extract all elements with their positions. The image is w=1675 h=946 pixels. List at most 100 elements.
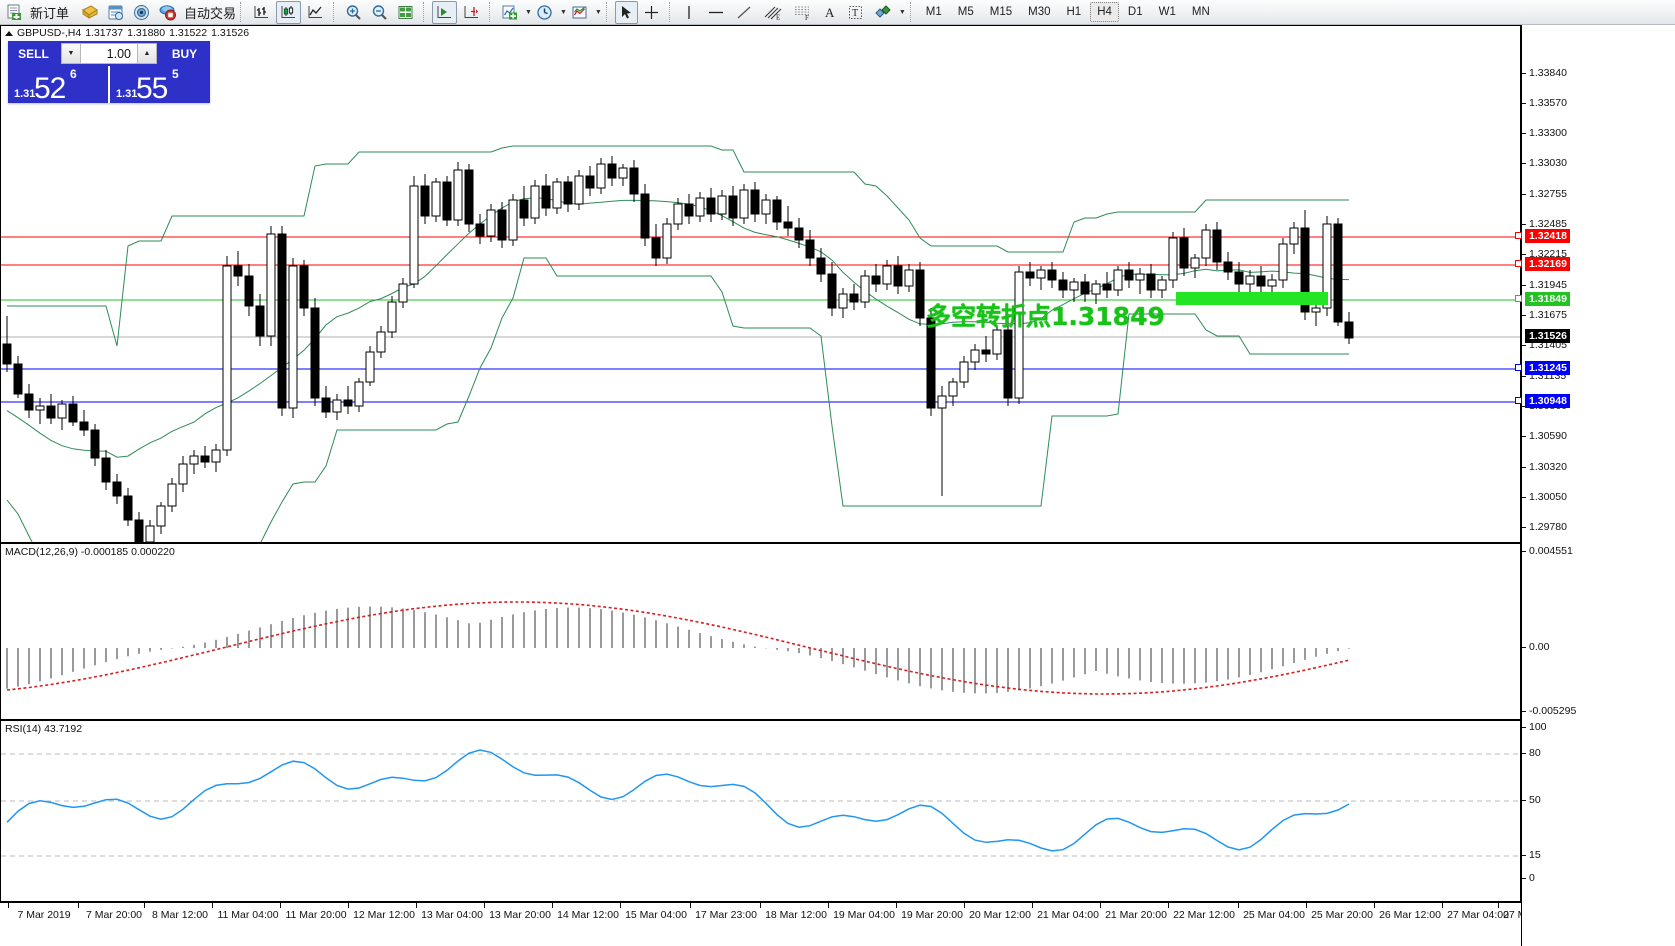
fibonacci-icon[interactable]: F	[789, 1, 817, 24]
price-tick: 1.33570	[1522, 97, 1567, 109]
indicators-icon[interactable]	[498, 1, 522, 24]
cursor-icon[interactable]	[614, 0, 638, 24]
buy-label[interactable]: BUY	[171, 46, 198, 61]
period-d1[interactable]: D1	[1127, 6, 1143, 18]
autotrade-icon[interactable]	[156, 1, 180, 24]
sell-price-button[interactable]: 1.31 52 6	[8, 66, 108, 105]
volume-value[interactable]: 1.00	[106, 46, 131, 61]
buy-price-major: 55	[136, 72, 168, 105]
time-label: 13 Mar 20:00	[489, 909, 551, 921]
volume-stepper[interactable]: ▼ 1.00 ▲	[61, 43, 157, 64]
period-dropdown-caret[interactable]: ▼	[559, 8, 567, 16]
trendline-icon[interactable]	[731, 1, 757, 24]
pivot-annotation-text[interactable]: 多空转折点1.31849	[926, 302, 1165, 331]
price-tick: 1.31675	[1522, 309, 1567, 321]
vertical-line-icon[interactable]	[678, 1, 701, 24]
price-level-badge-resistance[interactable]: 1.32169	[1525, 257, 1570, 271]
svg-text:A: A	[825, 5, 835, 20]
toolbar-separator	[489, 2, 493, 22]
price-level-badge-support[interactable]: 1.31245	[1525, 361, 1570, 375]
time-tick	[8, 903, 9, 908]
period-m15[interactable]: M15	[989, 6, 1013, 18]
time-tick	[1238, 903, 1239, 908]
time-tick	[760, 903, 761, 908]
price-tick: 1.29780	[1522, 521, 1567, 533]
period-h4[interactable]: H4	[1090, 2, 1119, 22]
period-icon[interactable]	[533, 1, 557, 24]
templates-dropdown-caret[interactable]: ▼	[594, 8, 602, 16]
buy-price-button[interactable]: 1.31 55 5	[110, 66, 210, 105]
level-drag-handle[interactable]	[1515, 232, 1522, 239]
time-label: 11 Mar 04:00	[217, 909, 279, 921]
level-drag-handle[interactable]	[1515, 260, 1522, 267]
shapes-icon[interactable]	[870, 1, 896, 24]
auto-scroll-icon[interactable]	[432, 0, 458, 24]
main-toolbar: 新订单 自动交易	[0, 0, 1675, 25]
sell-label[interactable]: SELL	[18, 46, 49, 61]
time-label: 7 Mar 2019	[17, 909, 71, 921]
zoom-out-icon[interactable]	[368, 1, 392, 24]
main-price-pane[interactable]	[0, 25, 1521, 543]
text-label-icon[interactable]: T	[844, 1, 868, 24]
volume-decrease-button[interactable]: ▼	[62, 44, 81, 63]
period-m30[interactable]: M30	[1028, 6, 1051, 18]
time-tick	[620, 903, 621, 908]
price-level-badge-pivot[interactable]: 1.31849	[1525, 292, 1570, 306]
time-label: 20 Mar 12:00	[969, 909, 1031, 921]
indicators-dropdown-caret[interactable]: ▼	[525, 8, 532, 16]
candlestick-chart-icon[interactable]	[276, 0, 302, 24]
rsi-tick: 0	[1522, 872, 1535, 884]
chart-area[interactable]: GBPUSD-,H4 1.31737 1.31880 1.31522 1.315…	[0, 25, 1675, 946]
macd-scale[interactable]: 0.004551 0.00 -0.005295	[1521, 543, 1675, 720]
ohlc-open: 1.31737	[85, 27, 124, 39]
trade-panel-prices: 1.31 52 6 1.31 55 5	[8, 66, 210, 105]
period-mn[interactable]: MN	[1191, 6, 1210, 18]
zoom-in-icon[interactable]	[342, 1, 366, 24]
market-watch-icon[interactable]	[78, 1, 102, 24]
period-m1[interactable]: M1	[925, 6, 942, 18]
time-tick	[212, 903, 213, 908]
price-scale[interactable]: 1.33840 1.33570 1.33300 1.33030 1.32755 1.324…	[1515, 25, 1675, 564]
time-label: 25 Mar 20:00	[1311, 909, 1373, 921]
templates-icon[interactable]	[568, 1, 592, 24]
time-label: 26 Mar 12:00	[1379, 909, 1441, 921]
price-level-badge-resistance[interactable]: 1.32418	[1525, 229, 1570, 243]
price-level-badge-last-price[interactable]: 1.31526	[1525, 329, 1570, 343]
line-chart-icon[interactable]	[303, 1, 328, 24]
macd-pane[interactable]: MACD(12,26,9) -0.000185 0.000220	[0, 543, 1521, 720]
one-click-trading-panel[interactable]: SELL ▼ 1.00 ▲ BUY 1.31 52 6 1.31 55 5	[8, 41, 210, 105]
buy-price-point: 5	[172, 67, 179, 81]
collapse-arrow-icon[interactable]	[5, 30, 13, 36]
level-drag-handle[interactable]	[1515, 295, 1522, 302]
navigator-icon[interactable]	[130, 1, 154, 24]
level-drag-handle[interactable]	[1515, 397, 1522, 404]
horizontal-line-icon[interactable]	[703, 1, 729, 24]
chart-shift-icon[interactable]	[459, 1, 484, 24]
period-m5[interactable]: M5	[957, 6, 974, 18]
price-chart-svg	[1, 145, 1520, 542]
rsi-scale[interactable]: 100 80 50 15 0	[1521, 720, 1675, 902]
price-level-badge-support[interactable]: 1.30948	[1525, 394, 1570, 408]
sell-price-integer: 1.31	[14, 88, 36, 100]
new-order-icon[interactable]	[3, 1, 26, 24]
price-tick: 1.31945	[1522, 279, 1567, 291]
shapes-dropdown-caret[interactable]: ▼	[898, 8, 906, 16]
tile-windows-icon[interactable]	[394, 1, 418, 24]
time-scale[interactable]: 7 Mar 2019 7 Mar 20:00 8 Mar 12:00 11 Mar 0…	[0, 902, 1565, 946]
crosshair-icon[interactable]	[640, 1, 664, 24]
bar-chart-icon[interactable]	[249, 1, 274, 24]
rsi-pane[interactable]: RSI(14) 43.7192	[0, 720, 1521, 902]
time-label: 17 Mar 23:00	[695, 909, 757, 921]
equidistant-channel-icon[interactable]: E	[759, 1, 787, 24]
data-window-icon[interactable]	[104, 1, 128, 24]
period-h1[interactable]: H1	[1066, 6, 1082, 18]
toolbar-separator	[909, 2, 914, 22]
volume-increase-button[interactable]: ▲	[137, 44, 156, 63]
time-tick	[484, 903, 485, 908]
price-tick: 1.30050	[1522, 491, 1567, 503]
period-w1[interactable]: W1	[1158, 6, 1176, 18]
time-label: 21 Mar 20:00	[1105, 909, 1167, 921]
sell-price-point: 6	[70, 67, 77, 81]
text-icon[interactable]: A	[819, 1, 842, 24]
level-drag-handle[interactable]	[1515, 364, 1522, 371]
